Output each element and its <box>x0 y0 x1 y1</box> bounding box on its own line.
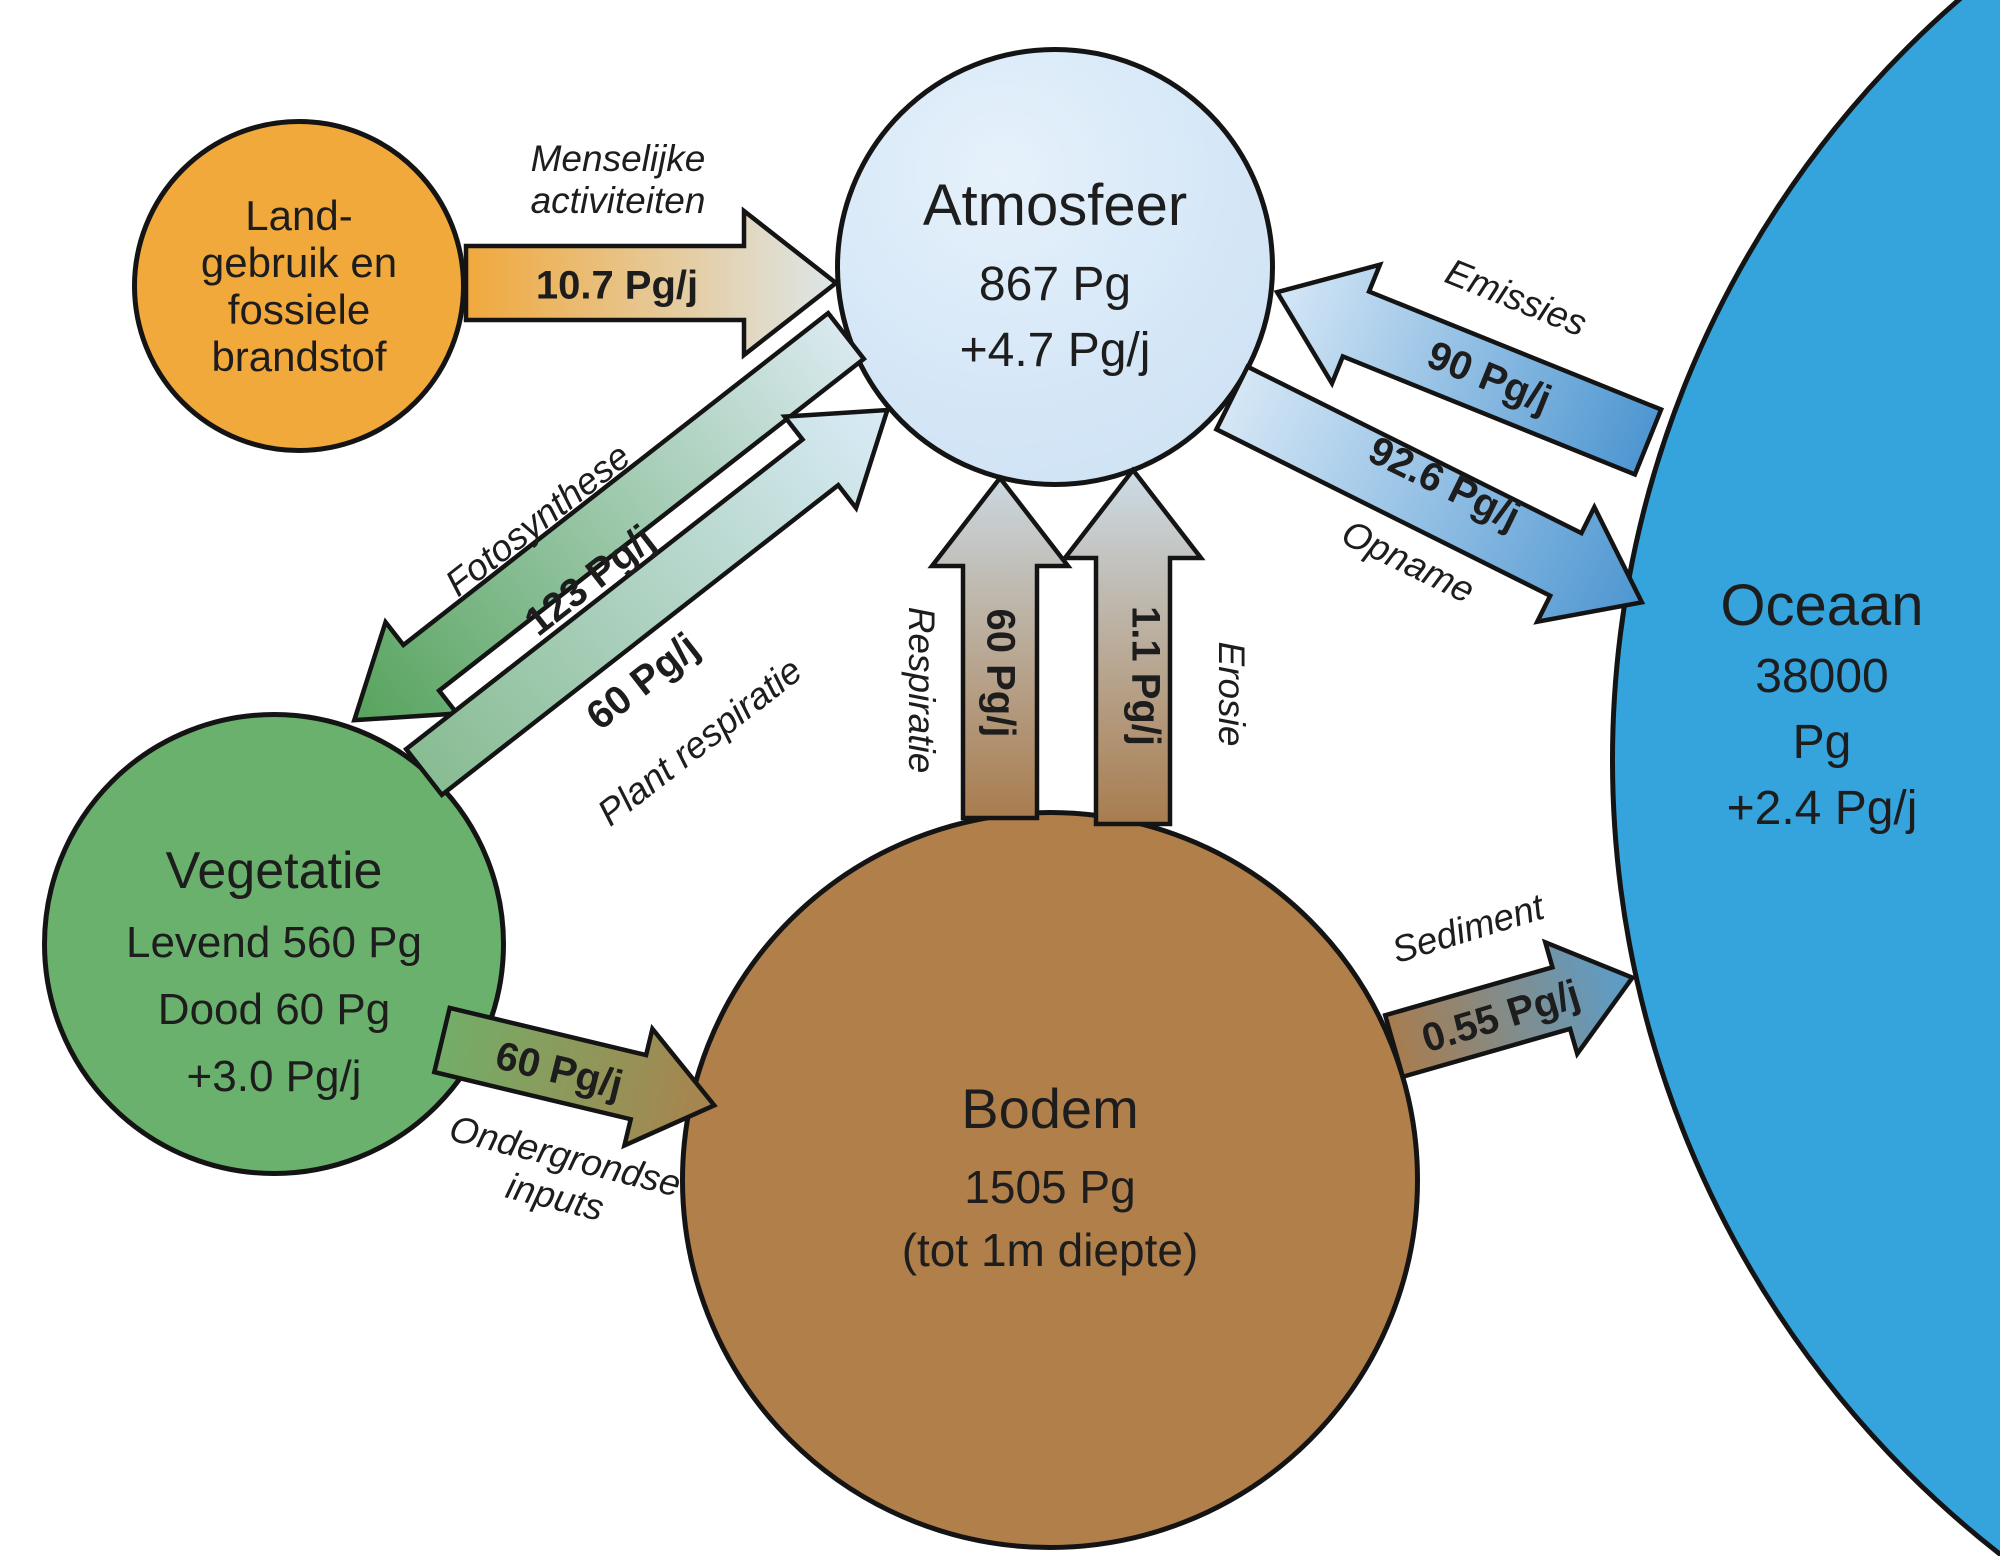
arrow-emissions-ocean-to-atmosphere <box>1273 261 1665 478</box>
vegetation-stock-dead: Dood 60 Pg <box>157 984 391 1034</box>
atmosphere-stock: 867 Pg <box>978 258 1132 311</box>
soil-note: (tot 1m diepte) <box>901 1224 1199 1276</box>
arrow-sediment <box>1382 938 1636 1080</box>
landuse-line: gebruik en <box>200 239 398 286</box>
soil-respiration-label: Respiratie <box>901 606 942 774</box>
landuse-line: fossiele <box>227 286 371 333</box>
arrow-belowground-inputs <box>431 1005 718 1150</box>
atmosphere-circle: Atmosfeer 867 Pg +4.7 Pg/j <box>835 47 1275 487</box>
arrow-plant-respiration <box>402 407 891 799</box>
landuse-line: brandstof <box>211 333 387 380</box>
soil-stock: 1505 Pg <box>964 1161 1136 1213</box>
arrow-uptake-atmosphere-to-ocean <box>1213 363 1646 625</box>
atmosphere-title: Atmosfeer <box>922 173 1188 238</box>
arrow-human-activities <box>463 206 840 360</box>
soil-circle: Bodem 1505 Pg (tot 1m diepte) <box>680 810 1420 1550</box>
ocean-label-block: Oceaan 38000 Pg +2.4 Pg/j <box>1720 574 1923 842</box>
vegetation-stock-living: Levend 560 Pg <box>125 917 423 967</box>
arrow-erosion <box>1060 466 1206 827</box>
ocean-trend: +2.4 Pg/j <box>1726 782 1918 835</box>
arrow-photosynthesis <box>351 309 868 723</box>
human-activities-label: Menselijke activiteiten <box>530 138 706 221</box>
ocean-stock: 38000 Pg <box>1755 650 1889 769</box>
vegetation-circle: Vegetatie Levend 560 Pg Dood 60 Pg +3.0 … <box>42 712 506 1176</box>
landuse-fossil-circle: Land- gebruik en fossiele brandstof <box>132 119 466 453</box>
human-activities-value: 10.7 Pg/j <box>535 263 699 308</box>
atmosphere-trend: +4.7 Pg/j <box>959 324 1151 377</box>
ocean-title: Oceaan <box>1720 573 1924 638</box>
erosion-value: 1.1 Pg/j <box>1123 605 1168 747</box>
erosion-label: Erosie <box>1211 641 1252 747</box>
landuse-line: Land- <box>245 192 353 239</box>
vegetation-trend: +3.0 Pg/j <box>186 1051 362 1101</box>
soil-title: Bodem <box>961 1077 1139 1140</box>
vegetation-title: Vegetatie <box>165 841 383 900</box>
soil-respiration-value: 60 Pg/j <box>978 608 1023 738</box>
arrow-soil-respiration <box>927 474 1073 821</box>
